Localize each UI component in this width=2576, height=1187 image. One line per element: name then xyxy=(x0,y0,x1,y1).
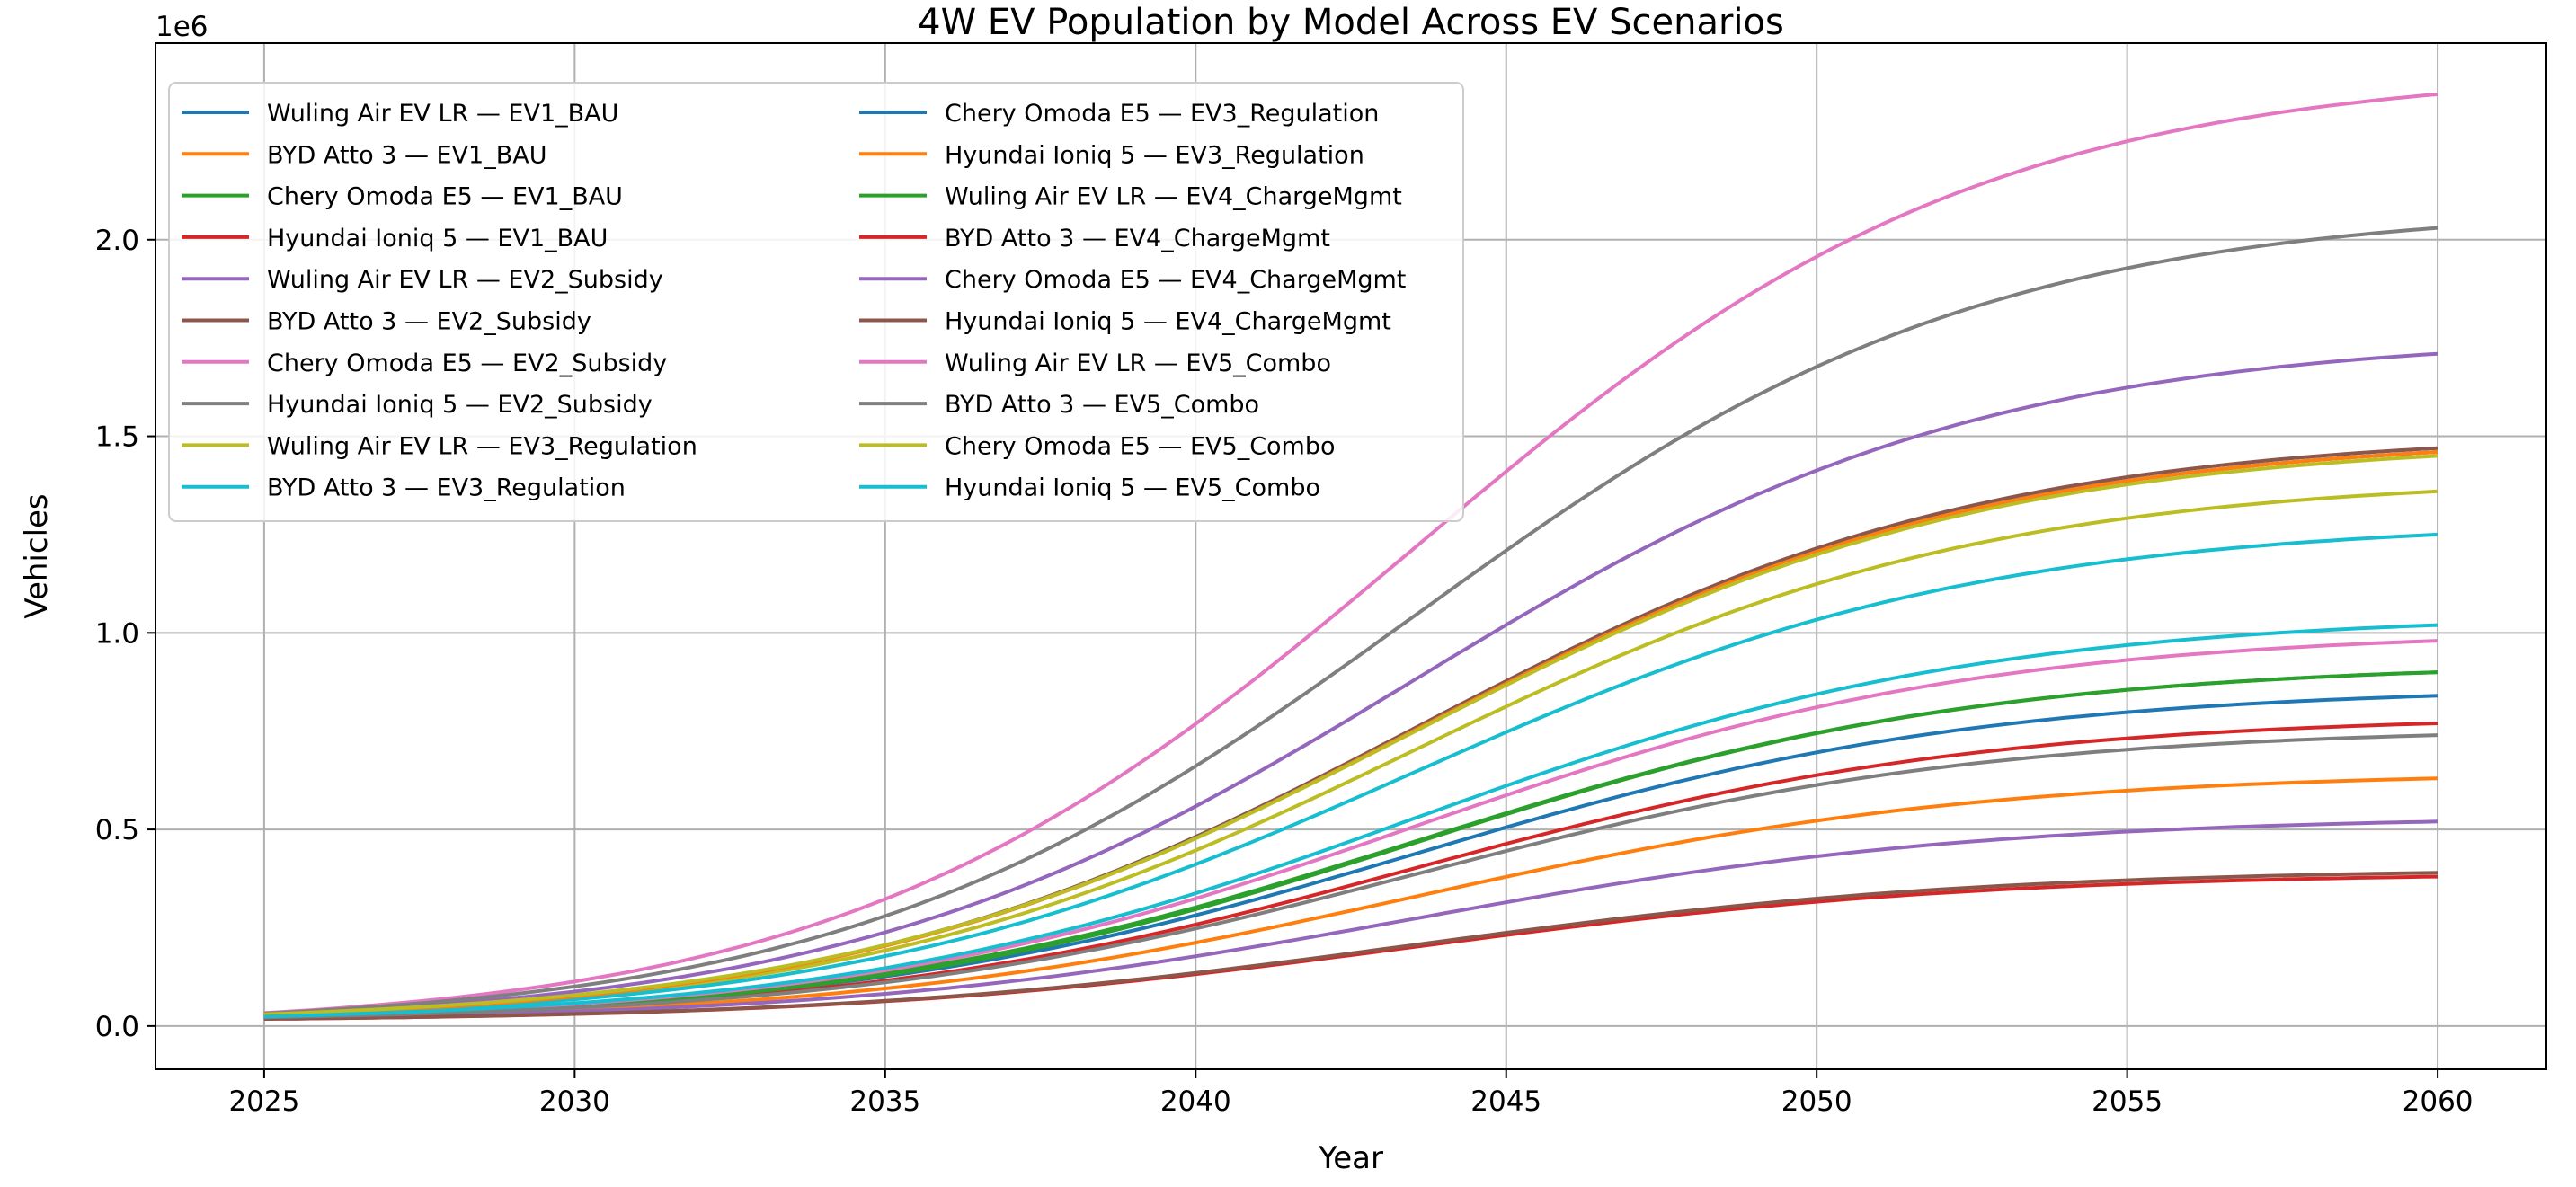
series-line xyxy=(263,489,2438,1018)
series-line xyxy=(263,722,2438,1019)
legend-label: Wuling Air EV LR — EV3_Regulation xyxy=(267,432,697,460)
series-line xyxy=(263,351,2438,1016)
legend-label: Chery Omoda E5 — EV2_Subsidy xyxy=(267,350,667,377)
series-line xyxy=(263,454,2438,1016)
y-axis-multiplier: 1e6 xyxy=(155,11,209,43)
x-tick-label: 2055 xyxy=(2092,1085,2163,1118)
x-tick-label: 2040 xyxy=(1160,1085,1231,1118)
legend-label: BYD Atto 3 — EV1_BAU xyxy=(267,141,547,169)
legend-label: BYD Atto 3 — EV3_Regulation xyxy=(267,474,626,502)
y-tick-label: 1.5 xyxy=(95,421,139,454)
x-tick-label: 2025 xyxy=(228,1085,299,1118)
x-tick-label: 2050 xyxy=(1781,1085,1852,1118)
x-tick-label: 2035 xyxy=(849,1085,920,1118)
series-line xyxy=(263,532,2438,1018)
y-axis-label: Vehicles xyxy=(19,493,55,618)
legend-label: Hyundai Ioniq 5 — EV5_Combo xyxy=(945,474,1320,502)
legend-label: Chery Omoda E5 — EV3_Regulation xyxy=(945,100,1379,128)
y-tick-label: 2.0 xyxy=(95,225,139,257)
series-line xyxy=(263,871,2438,1021)
y-tick-label: 1.0 xyxy=(95,617,139,650)
plot-frame xyxy=(155,42,2547,1070)
x-axis: 2025 2030 2035 2040 2045 2050 2055 2060 xyxy=(228,1069,2474,1118)
x-tick-label: 2060 xyxy=(2403,1085,2474,1118)
series-lines xyxy=(263,92,2438,1021)
legend-label: Chery Omoda E5 — EV1_BAU xyxy=(267,183,623,211)
legend-label: Wuling Air EV LR — EV1_BAU xyxy=(267,100,618,128)
series-line xyxy=(263,92,2438,1015)
legend-label: Wuling Air EV LR — EV2_Subsidy xyxy=(267,266,663,294)
legend-label: Wuling Air EV LR — EV4_ChargeMgmt xyxy=(945,183,1402,211)
series-line xyxy=(263,670,2438,1021)
series-line xyxy=(263,226,2438,1015)
legend-label: Hyundai Ioniq 5 — EV4_ChargeMgmt xyxy=(945,308,1391,336)
legend-label: Hyundai Ioniq 5 — EV1_BAU xyxy=(267,225,608,252)
legend-label: Chery Omoda E5 — EV4_ChargeMgmt xyxy=(945,266,1406,294)
legend: Wuling Air EV LR — EV1_BAU BYD Atto 3 — E… xyxy=(168,82,1464,522)
legend-label: BYD Atto 3 — EV5_Combo xyxy=(945,391,1259,419)
legend-box xyxy=(168,82,1464,522)
legend-label: Wuling Air EV LR — EV5_Combo xyxy=(945,350,1331,377)
x-tick-label: 2045 xyxy=(1470,1085,1541,1118)
legend-label: BYD Atto 3 — EV2_Subsidy xyxy=(267,308,591,336)
y-tick-label: 0.0 xyxy=(95,1011,139,1043)
legend-label: Chery Omoda E5 — EV5_Combo xyxy=(945,432,1336,460)
y-axis: 0.0 0.5 1.0 1.5 2.0 xyxy=(95,225,155,1043)
series-line xyxy=(263,670,2438,1018)
legend-label: Hyundai Ioniq 5 — EV3_Regulation xyxy=(945,141,1364,169)
legend-label: BYD Atto 3 — EV4_ChargeMgmt xyxy=(945,225,1330,252)
series-line xyxy=(263,776,2438,1021)
x-axis-label: Year xyxy=(1318,1140,1383,1176)
legend-label: Hyundai Ioniq 5 — EV2_Subsidy xyxy=(267,391,653,419)
series-line xyxy=(263,819,2438,1021)
y-tick-label: 0.5 xyxy=(95,814,139,846)
series-line xyxy=(263,694,2438,1018)
x-tick-label: 2030 xyxy=(539,1085,610,1118)
series-line xyxy=(263,623,2438,1019)
chart-title: 4W EV Population by Model Across EV Scen… xyxy=(918,2,1784,43)
series-line xyxy=(263,733,2438,1020)
